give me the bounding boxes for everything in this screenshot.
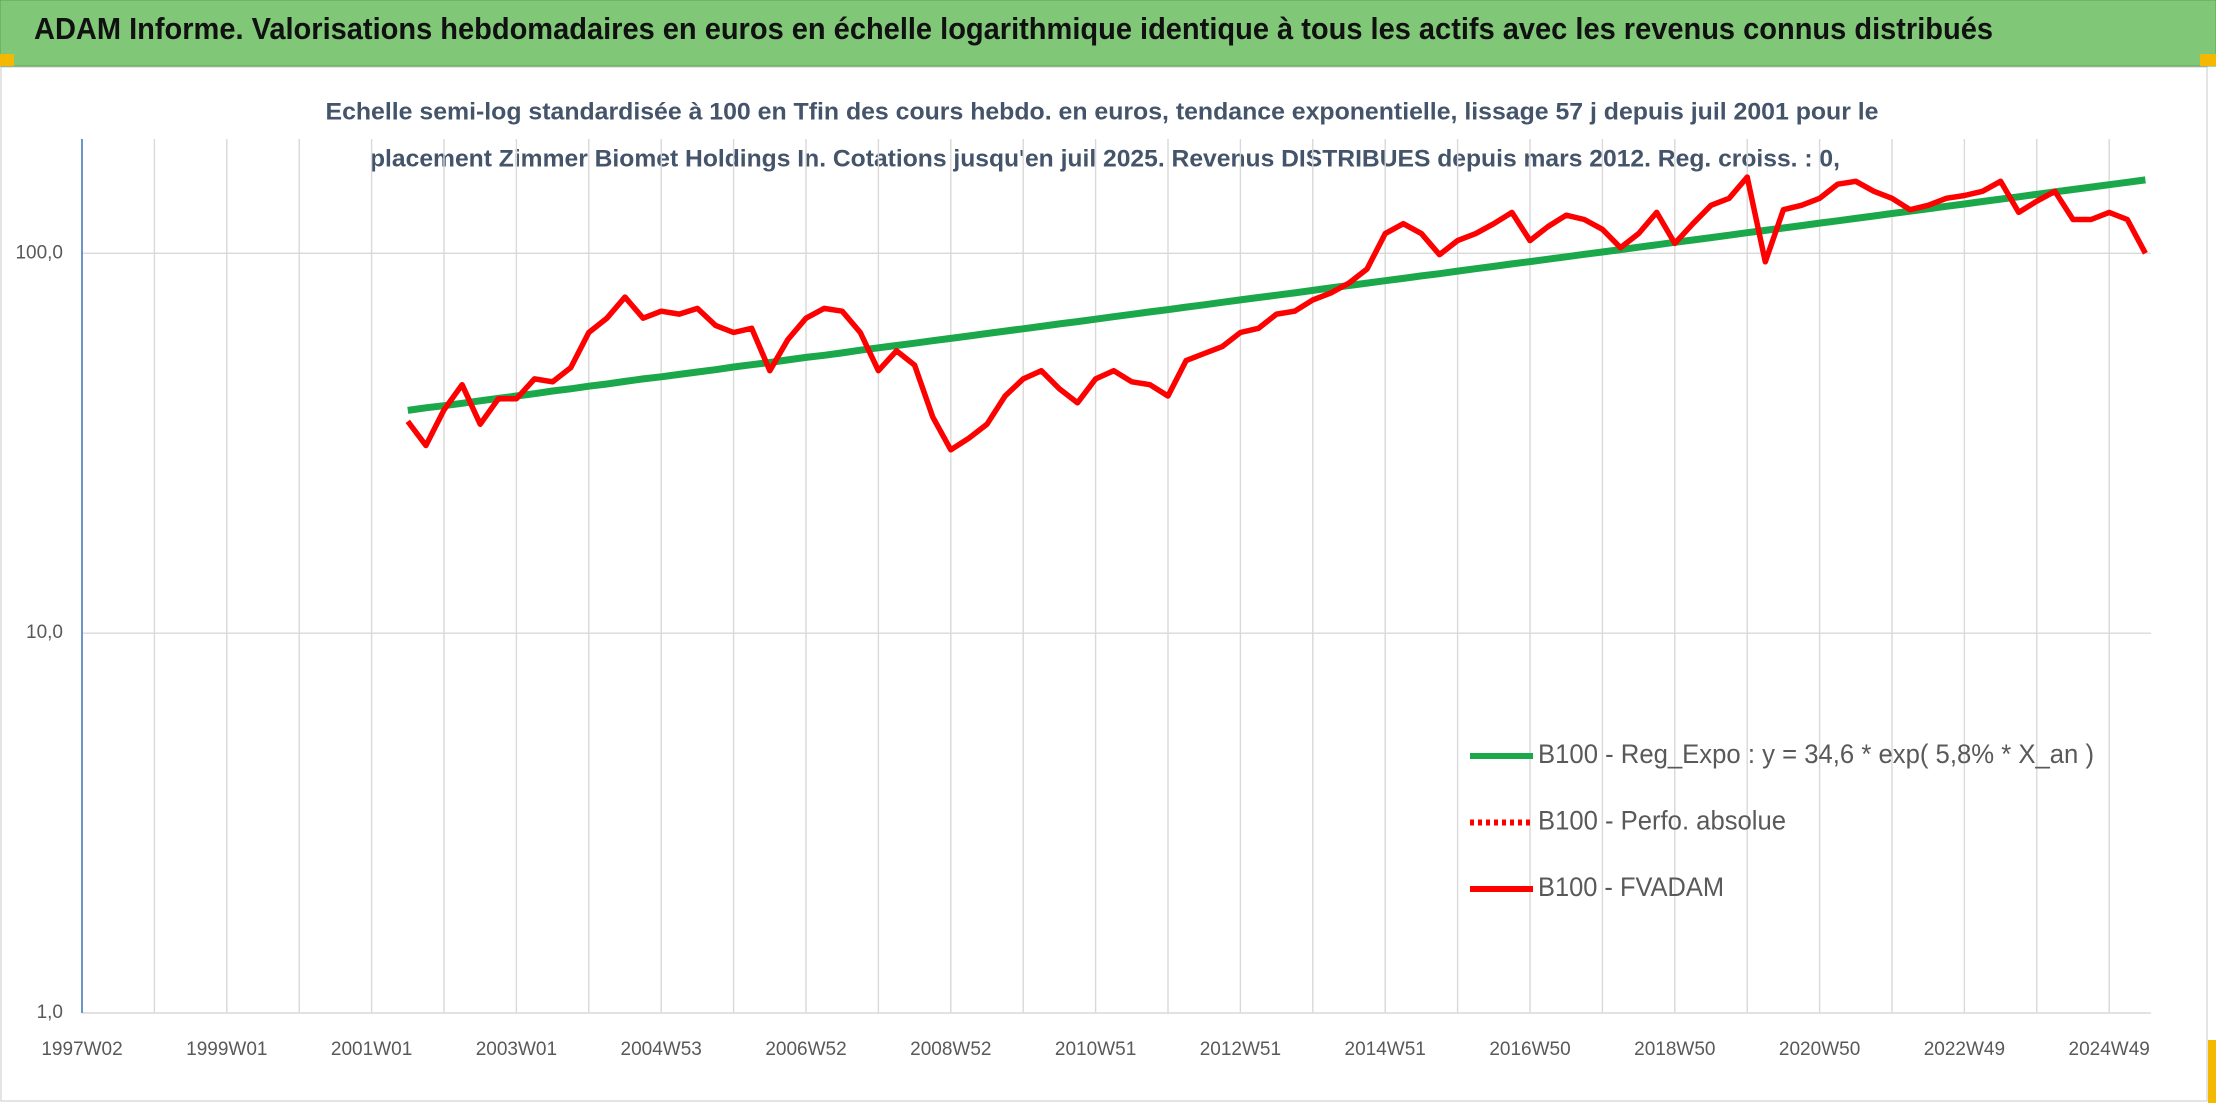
x-tick-label: 2016W50 [1489, 1039, 1570, 1060]
x-tick-label: 2010W51 [1055, 1039, 1136, 1060]
y-tick-label: 1,0 [37, 1002, 63, 1023]
x-tick-label: 2018W50 [1634, 1039, 1715, 1060]
x-tick-label: 2014W51 [1345, 1039, 1426, 1060]
x-tick-label: 2003W01 [476, 1039, 557, 1060]
corner-mark [2200, 54, 2216, 66]
plot: 1997W02 1999W01 2001W01 2003W01 2004W53 2006W… [15, 139, 2151, 1060]
x-tick-label: 2001W01 [331, 1039, 412, 1060]
legend-label: B100 - FVADAM [1538, 872, 1724, 902]
chart-area [0, 66, 2208, 1102]
legend-label: B100 - Perfo. absolue [1538, 806, 1786, 836]
series-line [407, 176, 2146, 414]
x-tick-label: 2004W53 [621, 1039, 702, 1060]
page-title: ADAM Informe. Valorisations hebdomadaire… [34, 11, 1993, 46]
x-tick-label: 2012W51 [1200, 1039, 1281, 1060]
series-line [405, 174, 2148, 453]
chart-title: placement Zimmer Biomet Holdings In. Cot… [370, 145, 1840, 172]
x-tick-label: 2020W50 [1779, 1039, 1860, 1060]
x-tick-label: 1997W02 [41, 1039, 122, 1060]
y-tick-label: 100,0 [15, 242, 63, 263]
header-band [0, 0, 2216, 67]
corner-mark [0, 54, 14, 66]
x-tick-label: 2022W49 [1924, 1039, 2005, 1060]
x-tick-label: 1999W01 [186, 1039, 267, 1060]
corner-mark [2208, 1040, 2216, 1103]
legend-label: B100 - Reg_Expo : y = 34,6 * exp( 5,8% *… [1538, 739, 2094, 769]
x-tick-label: 2008W52 [910, 1039, 991, 1060]
x-tick-label: 2006W52 [765, 1039, 846, 1060]
x-tick-label: 2024W49 [2069, 1039, 2150, 1060]
y-tick-label: 10,0 [26, 622, 63, 643]
chart-title: Echelle semi-log standardisée à 100 en T… [326, 98, 1879, 125]
